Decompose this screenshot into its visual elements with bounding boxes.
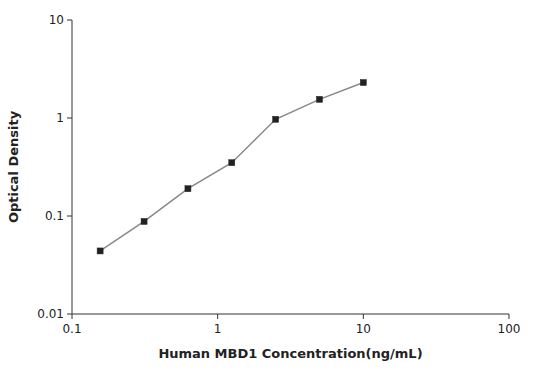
y-tick-label: 10: [49, 13, 64, 27]
x-axis-label: Human MBD1 Concentration(ng/mL): [158, 346, 422, 361]
y-tick-label: 0.01: [37, 307, 64, 321]
x-tick-label: 1: [214, 322, 222, 336]
chart-container: 0.11101000.010.1110Human MBD1 Concentrat…: [0, 0, 533, 372]
x-tick-label: 100: [498, 322, 521, 336]
chart: 0.11101000.010.1110Human MBD1 Concentrat…: [0, 0, 533, 372]
y-tick: [67, 118, 72, 119]
data-point: [141, 218, 147, 224]
x-tick: [72, 314, 73, 319]
y-tick: [67, 20, 72, 21]
x-tick: [509, 314, 510, 319]
data-line: [100, 83, 363, 251]
y-tick-label: 1: [56, 111, 64, 125]
x-tick: [363, 314, 364, 319]
x-tick: [217, 314, 218, 319]
plot-area: [97, 80, 366, 254]
y-tick: [67, 314, 72, 315]
y-axis-line: [72, 20, 73, 314]
y-tick: [67, 216, 72, 217]
data-point: [97, 248, 103, 254]
x-tick-label: 10: [356, 322, 371, 336]
x-tick-label: 0.1: [62, 322, 81, 336]
y-axis-label: Optical Density: [6, 110, 21, 223]
data-point: [360, 80, 366, 86]
data-point: [229, 160, 235, 166]
data-point: [273, 116, 279, 122]
data-point: [316, 96, 322, 102]
data-point: [185, 186, 191, 192]
x-axis-line: [72, 314, 509, 315]
y-tick-label: 0.1: [45, 209, 64, 223]
